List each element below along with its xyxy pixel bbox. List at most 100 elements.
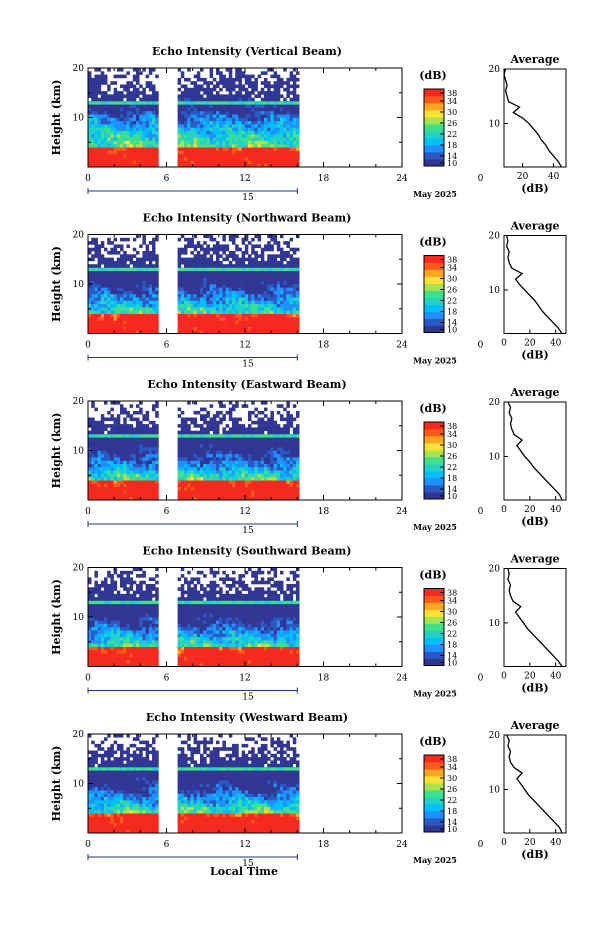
heatmap-cell	[286, 153, 290, 158]
heatmap-cell	[123, 127, 127, 131]
heatmap-cell	[228, 150, 233, 155]
heatmap-cell	[280, 284, 284, 288]
heatmap-cell	[177, 486, 182, 491]
heatmap-cell	[110, 274, 114, 278]
heatmap-cell	[254, 317, 258, 321]
avg-frame	[503, 235, 567, 334]
heatmap-cell	[152, 320, 156, 324]
heatmap-cell	[126, 424, 130, 428]
heatmap-cell	[238, 104, 242, 108]
heatmap-cell	[296, 447, 300, 451]
heatmap-cell	[104, 137, 108, 141]
heatmap-cell	[126, 117, 130, 122]
heatmap-cell	[94, 270, 98, 275]
heatmap-cell	[283, 104, 287, 108]
heatmap-cell	[139, 323, 143, 328]
heatmap-cell	[228, 114, 233, 118]
heatmap-cell	[228, 290, 233, 295]
heatmap-cell	[190, 260, 194, 265]
heatmap-cell	[88, 277, 92, 281]
heatmap-cell	[107, 330, 111, 334]
heatmap-cell	[142, 137, 146, 141]
heatmap-cell	[219, 107, 223, 112]
heatmap-cell	[228, 137, 233, 141]
heatmap-cell	[123, 493, 127, 497]
heatmap-cell	[257, 147, 262, 151]
heatmap-cell	[283, 293, 287, 298]
heatmap-cell	[251, 280, 255, 285]
colorbar-tick-label: 22	[447, 463, 457, 472]
heatmap-cell	[203, 457, 207, 461]
heatmap-cell	[187, 453, 191, 458]
heatmap-cell	[193, 317, 198, 321]
heatmap-cell	[142, 147, 146, 151]
heatmap-cell	[126, 460, 130, 464]
heatmap-cell	[257, 300, 262, 305]
heatmap-cell	[177, 137, 182, 141]
heatmap-cell	[180, 137, 185, 141]
heatmap-cell	[283, 313, 287, 318]
heatmap-cell	[216, 153, 220, 158]
heatmap-cell	[289, 290, 294, 295]
heatmap-cell	[219, 87, 223, 92]
heatmap-cell	[264, 434, 268, 438]
heatmap-cell	[209, 460, 214, 464]
heatmap-cell	[155, 330, 159, 334]
heatmap-cell	[132, 127, 137, 131]
heatmap-cell	[200, 257, 204, 262]
heatmap-cell	[292, 287, 297, 291]
heatmap-cell	[142, 437, 146, 441]
heatmap-cell	[296, 270, 300, 275]
heatmap-cell	[129, 480, 134, 484]
heatmap-cell	[235, 496, 239, 501]
heatmap-cell	[155, 473, 159, 478]
heatmap-cell	[88, 434, 92, 438]
heatmap-cell	[244, 490, 249, 494]
heatmap-cell	[177, 483, 182, 488]
heatmap-cell	[116, 480, 121, 484]
heatmap-cell	[264, 490, 268, 494]
heatmap-cell	[251, 463, 255, 468]
heatmap-cell	[200, 470, 204, 474]
heatmap-cell	[120, 150, 124, 155]
heatmap-cell	[286, 244, 290, 248]
heatmap-cell	[219, 310, 223, 314]
heatmap-cell	[91, 104, 95, 108]
heatmap-cell	[132, 267, 137, 272]
heatmap-cell	[123, 424, 127, 428]
heatmap-cell	[232, 84, 236, 89]
heatmap-cell	[113, 107, 118, 112]
heatmap-cell	[190, 137, 194, 141]
heatmap-cell	[219, 77, 223, 82]
heatmap-cell	[292, 251, 297, 255]
heatmap-cell	[238, 87, 242, 92]
heatmap-cell	[248, 493, 252, 497]
heatmap-cell	[235, 440, 239, 445]
heatmap-cell	[145, 120, 150, 125]
heatmap-cell	[222, 473, 226, 478]
heatmap-cell	[209, 330, 214, 334]
heatmap-cell	[116, 110, 121, 115]
heatmap-cell	[235, 467, 239, 471]
heatmap-cell	[241, 274, 246, 278]
heatmap-cell	[196, 450, 201, 455]
heatmap-cell	[219, 120, 223, 125]
heatmap-cell	[187, 486, 191, 491]
heatmap-cell	[116, 414, 121, 418]
heatmap-cell	[235, 280, 239, 285]
heatmap-cell	[123, 427, 127, 431]
heatmap-cell	[120, 407, 124, 412]
heatmap-cell	[136, 264, 140, 268]
heatmap-cell	[180, 274, 185, 278]
heatmap-cell	[107, 437, 111, 441]
heatmap-cell	[126, 313, 130, 318]
y-tick-label: 20	[73, 397, 85, 407]
heatmap-cell	[155, 127, 159, 131]
heatmap-cell	[187, 94, 191, 98]
heatmap-cell	[123, 407, 127, 412]
heatmap-cell	[104, 267, 108, 272]
heatmap-cell	[145, 110, 150, 115]
heatmap-cell	[254, 87, 258, 92]
heatmap-cell	[244, 326, 249, 331]
heatmap-cell	[123, 107, 127, 112]
